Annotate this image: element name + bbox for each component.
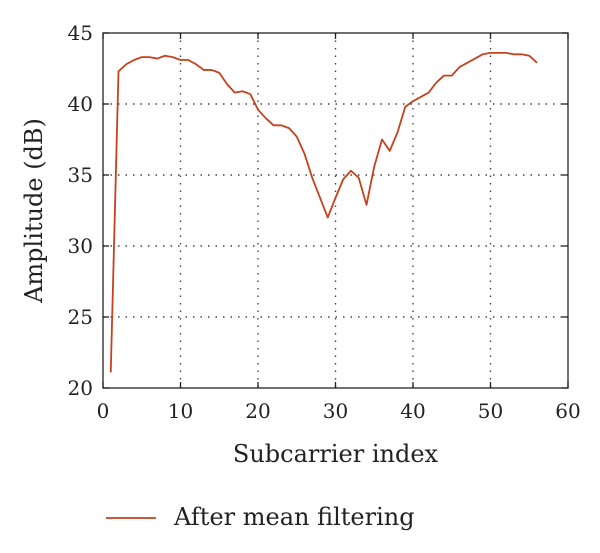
x-tick-label-40: 40	[400, 399, 425, 423]
x-axis-title: Subcarrier index	[233, 440, 439, 468]
x-tick-label-0: 0	[97, 399, 110, 423]
grid-lines	[103, 33, 568, 388]
y-tick-label-45: 45	[68, 21, 93, 45]
x-tick-label-20: 20	[245, 399, 270, 423]
y-tick-labels: 20 25 30 35 40 45	[68, 21, 93, 400]
x-tick-label-50: 50	[478, 399, 503, 423]
x-tick-labels: 0 10 20 30 40 50 60	[97, 399, 581, 423]
x-tick-label-60: 60	[555, 399, 580, 423]
legend-label-after-mean-filtering: After mean filtering	[173, 503, 415, 531]
x-tick-label-30: 30	[323, 399, 348, 423]
y-tick-label-30: 30	[68, 234, 93, 258]
legend: After mean filtering	[106, 503, 415, 531]
x-tick-label-10: 10	[168, 399, 193, 423]
y-tick-label-20: 20	[68, 376, 93, 400]
axis-ticks	[102, 32, 569, 389]
y-tick-label-35: 35	[68, 163, 93, 187]
y-tick-label-25: 25	[68, 305, 93, 329]
series-line-after-mean-filtering	[109, 51, 538, 373]
series-layer	[109, 51, 538, 373]
y-tick-label-40: 40	[68, 92, 93, 116]
y-axis-title: Amplitude (dB)	[20, 118, 48, 304]
